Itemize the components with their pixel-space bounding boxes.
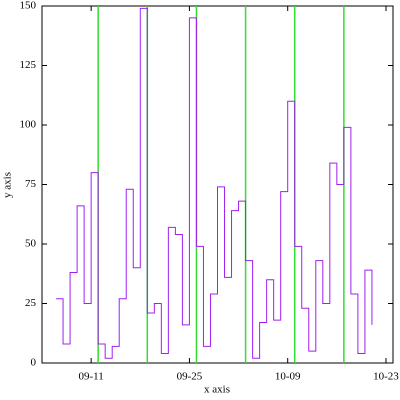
y-tick-label: 25 [25, 297, 37, 309]
x-tick-label: 09-11 [79, 371, 104, 383]
y-tick-label: 0 [31, 357, 37, 369]
y-tick-label: 125 [20, 59, 37, 71]
y-tick-label: 50 [25, 238, 37, 250]
x-tick-label: 10-09 [275, 371, 301, 383]
step-line [56, 7, 373, 359]
y-axis-label: y axis [2, 172, 14, 198]
y-tick-label: 75 [25, 178, 37, 190]
y-tick-label: 150 [20, 0, 37, 12]
x-tick-label: 09-25 [177, 371, 203, 383]
x-axis-label: x axis [204, 384, 230, 396]
y-tick-label: 100 [20, 119, 37, 131]
x-tick-label: 10-23 [373, 371, 399, 383]
